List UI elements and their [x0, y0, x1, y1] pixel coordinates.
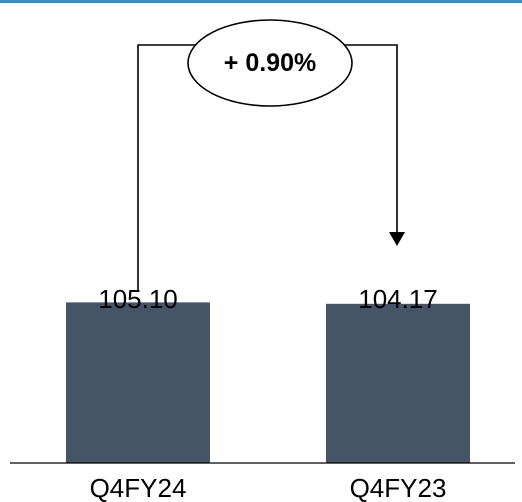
- value-label-q4fy23: 104.17: [358, 284, 438, 314]
- top-rule: [0, 0, 522, 3]
- x-tick-label-q4fy24: Q4FY24: [90, 473, 187, 502]
- growth-connector-line: [137, 44, 199, 292]
- down-arrow-icon: [389, 232, 405, 246]
- bar-q4fy23: [326, 303, 470, 463]
- x-tick-label-q4fy23: Q4FY23: [350, 473, 447, 502]
- growth-connector-line-right: [341, 44, 398, 234]
- growth-percentage-label: + 0.90%: [224, 49, 316, 77]
- growth-bubble: [187, 19, 353, 107]
- bar-q4fy24: [66, 302, 210, 463]
